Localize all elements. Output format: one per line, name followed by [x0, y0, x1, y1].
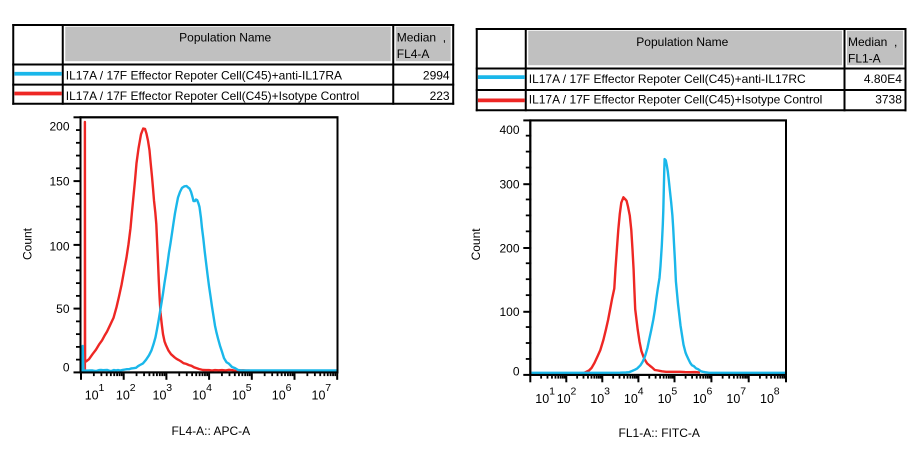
svg-text:10: 10 [693, 392, 707, 406]
svg-text:FL4-A: FL4-A [397, 47, 430, 61]
svg-text:10: 10 [535, 392, 549, 406]
svg-text:50: 50 [56, 302, 70, 316]
svg-text:200: 200 [49, 120, 69, 134]
svg-text:5: 5 [246, 382, 252, 394]
svg-text:1: 1 [549, 386, 555, 398]
svg-text:2: 2 [571, 386, 577, 398]
svg-text:6: 6 [707, 386, 713, 398]
svg-text:5: 5 [671, 386, 677, 398]
svg-text:10: 10 [590, 392, 604, 406]
svg-text:3: 3 [166, 382, 172, 394]
svg-text:FL1-A: FL1-A [848, 51, 881, 65]
svg-text:IL17A / 17F Effector Repoter C: IL17A / 17F Effector Repoter Cell(C45)+I… [66, 89, 360, 103]
svg-text:10: 10 [760, 392, 774, 406]
svg-text:1: 1 [99, 382, 105, 394]
svg-text:10: 10 [116, 389, 130, 403]
svg-text:10: 10 [192, 389, 206, 403]
svg-text:Population Name: Population Name [636, 35, 728, 49]
svg-text:Population Name: Population Name [179, 31, 271, 45]
svg-text:150: 150 [49, 175, 69, 189]
svg-text:100: 100 [49, 240, 69, 254]
svg-text:FL4-A:: APC-A: FL4-A:: APC-A [171, 424, 250, 438]
svg-text:IL17A / 17F Effector Repoter C: IL17A / 17F Effector Repoter Cell(C45)+a… [66, 69, 342, 83]
svg-text:10: 10 [312, 389, 326, 403]
svg-text:7: 7 [740, 386, 746, 398]
svg-text:223: 223 [430, 89, 450, 103]
svg-text:10: 10 [658, 392, 672, 406]
svg-text:6: 6 [286, 382, 292, 394]
svg-text:10: 10 [557, 392, 571, 406]
svg-text:Count: Count [21, 227, 35, 260]
svg-text:10: 10 [232, 389, 246, 403]
svg-text:IL17A / 17F Effector Repoter C: IL17A / 17F Effector Repoter Cell(C45)+a… [529, 72, 806, 86]
svg-text:7: 7 [325, 382, 331, 394]
svg-text:8: 8 [774, 386, 780, 398]
svg-text:10: 10 [624, 392, 638, 406]
svg-text:2994: 2994 [423, 69, 450, 83]
svg-text:10: 10 [272, 389, 286, 403]
svg-text:10: 10 [153, 389, 167, 403]
svg-text:Median ,: Median , [397, 31, 446, 45]
svg-text:0: 0 [63, 360, 70, 374]
svg-text:10: 10 [85, 389, 99, 403]
svg-text:200: 200 [499, 241, 519, 255]
svg-text:4: 4 [638, 386, 644, 398]
svg-text:IL17A / 17F Effector Repoter C: IL17A / 17F Effector Repoter Cell(C45)+I… [529, 93, 823, 107]
svg-text:3: 3 [604, 386, 610, 398]
svg-text:3738: 3738 [875, 93, 902, 107]
svg-text:4: 4 [206, 382, 212, 394]
svg-text:300: 300 [499, 178, 519, 192]
svg-text:100: 100 [499, 305, 519, 319]
svg-text:4.80E4: 4.80E4 [864, 72, 902, 86]
svg-text:Median ,: Median , [848, 35, 897, 49]
svg-text:2: 2 [130, 382, 136, 394]
svg-text:0: 0 [513, 365, 520, 379]
svg-text:400: 400 [499, 123, 519, 137]
svg-text:FL1-A:: FITC-A: FL1-A:: FITC-A [619, 426, 700, 440]
svg-text:10: 10 [726, 392, 740, 406]
svg-text:Count: Count [469, 228, 483, 261]
